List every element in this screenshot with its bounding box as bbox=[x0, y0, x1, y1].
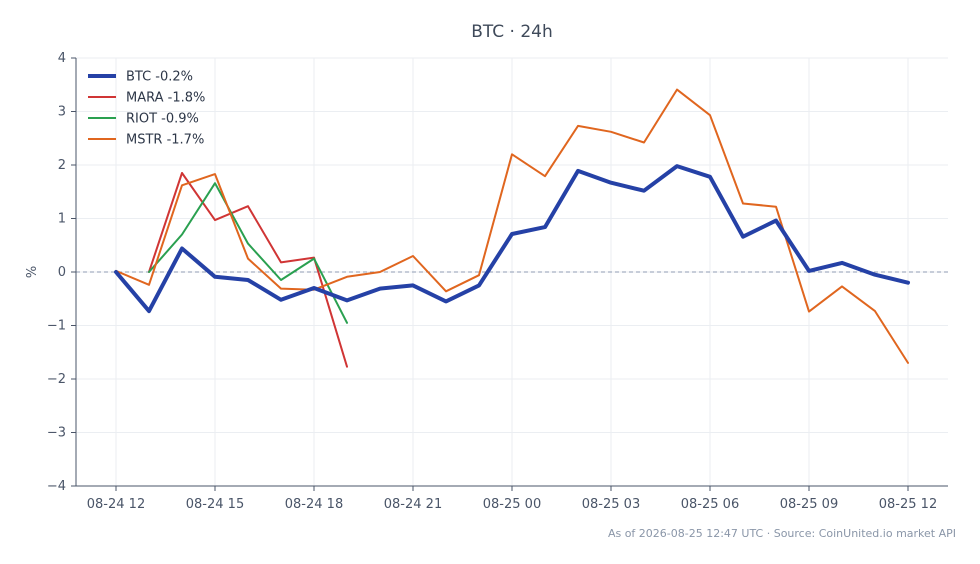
series-lines bbox=[114, 88, 910, 368]
y-tick-label: −1 bbox=[47, 319, 66, 334]
x-tick-label: 08-24 21 bbox=[384, 497, 442, 512]
legend-label-mstr: MSTR -1.7% bbox=[126, 133, 204, 148]
x-tick-label: 08-25 03 bbox=[582, 497, 640, 512]
y-tick-label: 2 bbox=[58, 158, 66, 173]
axes: 4 3 2 1 0 −1 −2 −3 −4 08-24 12 08-24 15 08-24 18 08-… bbox=[47, 51, 948, 512]
legend-label-riot: RIOT -0.9% bbox=[126, 112, 199, 127]
source-footer: As of 2026-08-25 12:47 UTC · Source: Coi… bbox=[607, 527, 956, 540]
y-tick-label: 0 bbox=[58, 265, 66, 280]
grid bbox=[76, 57, 948, 487]
y-tick-label: −2 bbox=[47, 372, 66, 387]
y-tick-label: 4 bbox=[58, 51, 66, 66]
x-tick-label: 08-24 12 bbox=[87, 497, 145, 512]
y-tick-label: 1 bbox=[58, 212, 66, 227]
x-tick-label: 08-24 15 bbox=[186, 497, 244, 512]
x-tick-label: 08-24 18 bbox=[285, 497, 343, 512]
series-line-btc bbox=[114, 164, 910, 314]
y-tick-label: 3 bbox=[58, 105, 66, 120]
series-line-riot bbox=[148, 182, 348, 324]
y-axis-label: % bbox=[25, 266, 40, 278]
series-line-mstr bbox=[115, 88, 909, 364]
y-tick-label: −4 bbox=[47, 479, 66, 494]
y-tick-label: −3 bbox=[47, 426, 66, 441]
chart-title: BTC · 24h bbox=[471, 22, 553, 42]
x-tick-label: 08-25 00 bbox=[483, 497, 541, 512]
legend: BTC -0.2% MARA -1.8% RIOT -0.9% MSTR -1.7% bbox=[88, 70, 205, 148]
legend-label-btc: BTC -0.2% bbox=[126, 70, 193, 85]
x-tick-label: 08-25 12 bbox=[879, 497, 937, 512]
series-line-mara bbox=[148, 172, 348, 368]
x-tick-label: 08-25 09 bbox=[780, 497, 838, 512]
x-tick-label: 08-25 06 bbox=[681, 497, 739, 512]
legend-label-mara: MARA -1.8% bbox=[126, 91, 205, 106]
